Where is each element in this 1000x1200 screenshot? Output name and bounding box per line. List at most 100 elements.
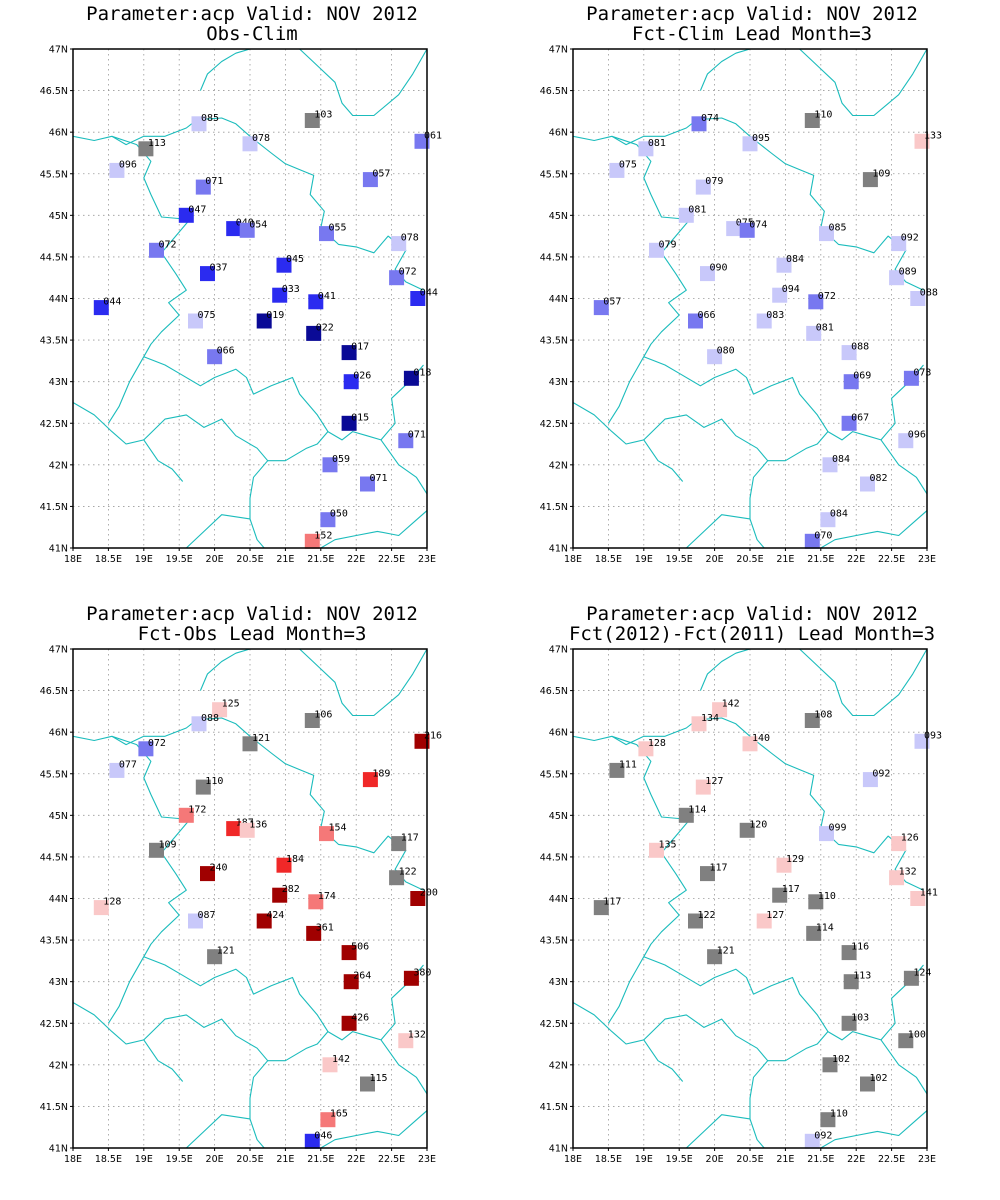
panel-subtitle: Fct-Obs Lead Month=3 xyxy=(138,623,367,645)
station-label: 122 xyxy=(698,910,716,921)
x-tick-label: 18E xyxy=(564,554,582,565)
station-label: 077 xyxy=(119,759,137,770)
x-tick-label: 21.5E xyxy=(307,1154,334,1165)
station-label: 172 xyxy=(188,804,206,815)
station-marker xyxy=(841,1015,857,1031)
station-label: 018 xyxy=(413,367,431,378)
station-marker xyxy=(304,713,320,728)
station-label: 127 xyxy=(705,776,723,787)
station-marker xyxy=(188,913,203,929)
border-line xyxy=(611,735,691,957)
station-marker xyxy=(242,136,258,152)
station-label: 100 xyxy=(908,1030,926,1041)
station-label: 094 xyxy=(782,284,800,295)
station-marker xyxy=(593,900,609,916)
station-label: 017 xyxy=(351,342,369,353)
station-label: 057 xyxy=(603,297,621,308)
panel-subtitle: Fct-Clim Lead Month=3 xyxy=(632,23,872,45)
station-marker xyxy=(256,913,272,929)
station-marker xyxy=(389,870,405,886)
y-tick-label: 45N xyxy=(549,211,568,222)
station-label: 066 xyxy=(217,346,235,357)
station-label: 124 xyxy=(913,967,931,978)
y-tick-label: 45N xyxy=(549,811,568,822)
station-label: 121 xyxy=(217,946,235,957)
border-line xyxy=(143,956,382,1041)
station-label: 088 xyxy=(201,713,219,724)
x-tick-label: 20.5E xyxy=(236,1154,263,1165)
station-marker xyxy=(914,133,930,149)
map-panel-4: Parameter:acp Valid: NOV 2012Fct(2012)-F… xyxy=(540,603,942,1165)
station-marker xyxy=(776,257,792,273)
station-label: 084 xyxy=(832,454,850,465)
station-marker xyxy=(319,826,334,842)
x-tick-label: 19E xyxy=(635,1154,653,1165)
border-line xyxy=(380,1039,427,1095)
station-marker xyxy=(320,1112,336,1128)
station-label: 096 xyxy=(119,159,137,170)
station-label: 022 xyxy=(316,322,334,333)
station-label: 055 xyxy=(329,223,347,234)
panel-title: Parameter:acp Valid: NOV 2012 xyxy=(86,3,418,25)
x-tick-label: 18.5E xyxy=(595,1154,622,1165)
border-line xyxy=(249,1060,269,1148)
y-tick-label: 43N xyxy=(49,377,68,388)
station-label: 129 xyxy=(786,854,804,865)
station-label: 120 xyxy=(749,819,767,830)
x-tick-label: 20.5E xyxy=(736,1154,763,1165)
station-label: 133 xyxy=(924,130,942,141)
station-label: 136 xyxy=(249,819,267,830)
station-marker xyxy=(910,291,926,306)
station-label: 152 xyxy=(314,530,332,541)
station-label: 110 xyxy=(830,1109,848,1120)
border-line xyxy=(185,514,251,548)
border-line xyxy=(685,514,751,548)
border-line xyxy=(880,439,927,495)
station-marker xyxy=(808,294,824,310)
station-marker xyxy=(191,716,207,732)
station-label: 081 xyxy=(648,138,666,149)
station-marker xyxy=(700,266,715,282)
border-line xyxy=(73,1002,184,1082)
station-marker xyxy=(391,836,407,852)
station-marker xyxy=(360,1076,375,1092)
x-tick-label: 19.5E xyxy=(166,1154,193,1165)
station-marker xyxy=(649,842,664,858)
station-marker xyxy=(707,949,723,965)
station-label: 078 xyxy=(252,133,270,144)
station-marker xyxy=(343,374,359,390)
station-label: 093 xyxy=(924,730,942,741)
y-tick-label: 43N xyxy=(49,977,68,988)
border-line xyxy=(607,356,645,424)
station-marker xyxy=(806,925,822,941)
y-tick-label: 45.5N xyxy=(540,169,568,180)
border-line xyxy=(643,956,882,1041)
border-line xyxy=(73,402,184,482)
x-tick-label: 22E xyxy=(847,1154,865,1165)
station-label: 506 xyxy=(351,942,369,953)
station-label: 081 xyxy=(688,204,706,215)
station-marker xyxy=(272,887,288,903)
station-marker xyxy=(862,172,878,188)
panel-title: Parameter:acp Valid: NOV 2012 xyxy=(86,603,418,625)
y-tick-label: 44.5N xyxy=(540,252,568,263)
station-label: 069 xyxy=(853,371,871,382)
station-label: 125 xyxy=(222,699,240,710)
station-marker xyxy=(109,162,125,178)
x-tick-label: 21.5E xyxy=(307,554,334,565)
y-tick-label: 46.5N xyxy=(40,686,68,697)
border-line xyxy=(611,135,691,357)
station-label: 117 xyxy=(710,863,728,874)
station-marker xyxy=(410,891,426,906)
station-marker xyxy=(822,457,838,473)
station-label: 140 xyxy=(752,733,770,744)
y-tick-label: 47N xyxy=(49,45,68,56)
station-marker xyxy=(843,374,859,390)
y-tick-label: 43.5N xyxy=(40,336,68,347)
station-label: 114 xyxy=(816,922,834,933)
x-tick-label: 18E xyxy=(64,554,82,565)
border-line xyxy=(643,356,882,441)
x-tick-label: 23E xyxy=(918,1154,936,1165)
